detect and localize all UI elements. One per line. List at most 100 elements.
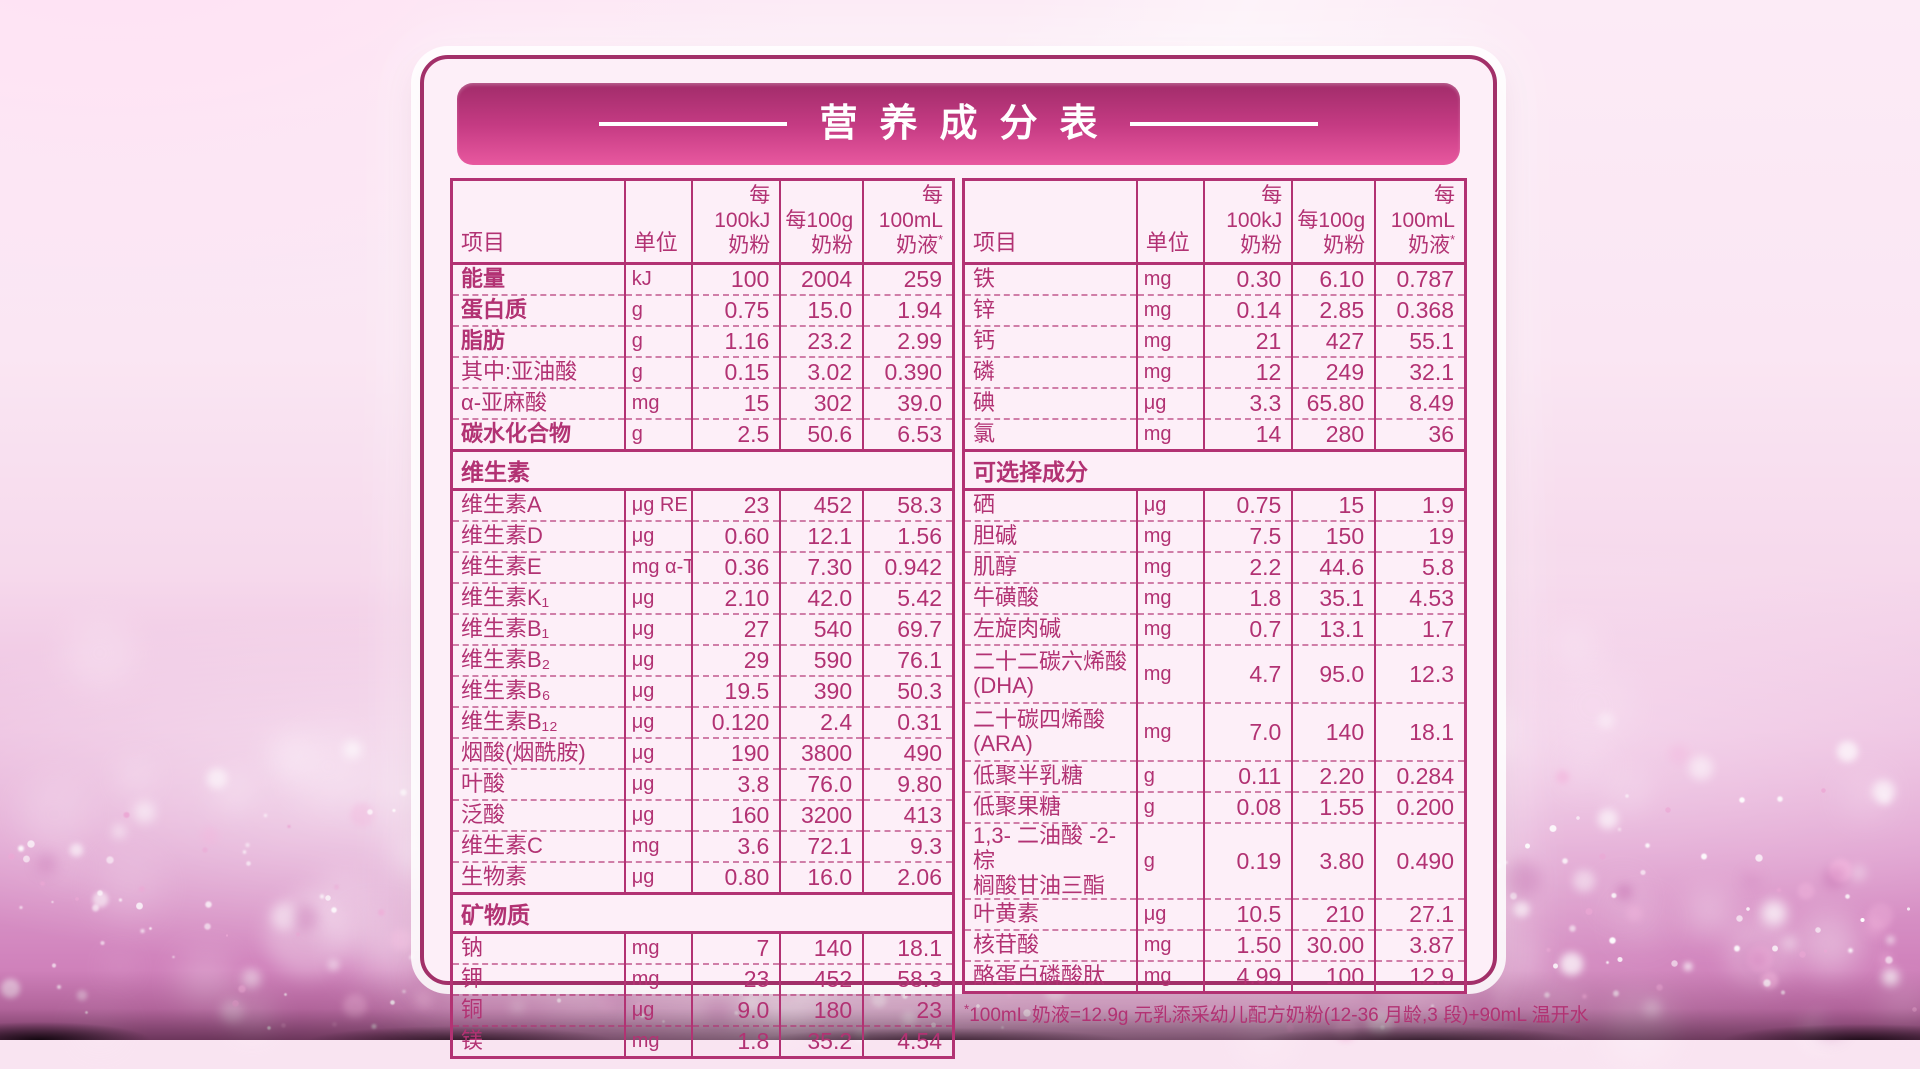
value-cell: 1.8 xyxy=(691,1026,781,1058)
unit-cell: mg xyxy=(1135,295,1205,327)
value-cell: 15 xyxy=(691,388,781,420)
value-cell: 58.3 xyxy=(862,964,954,996)
value-cell: 0.19 xyxy=(1203,823,1293,900)
item-name-cell: 叶黄素 xyxy=(973,901,1040,927)
value-cell: 0.368 xyxy=(1374,295,1466,327)
item-name-cell: 蛋白质 xyxy=(461,297,528,323)
value-cell: 180 xyxy=(779,995,864,1027)
unit-cell: μg xyxy=(623,769,693,801)
unit-cell: μg xyxy=(623,862,693,894)
column-header: 项目 xyxy=(461,230,506,256)
item-name-cell: 钠 xyxy=(461,935,484,961)
table-row: 维生素B₁ μg 27 540 69.7 xyxy=(451,614,954,646)
table-row: 肌醇 mg 2.2 44.6 5.8 xyxy=(963,552,1466,584)
unit-cell: mg xyxy=(1135,703,1205,762)
tables-row: 项目 单位 每100kJ 奶粉 每100g 奶粉 每100mL 奶液* 能量 kJ 100 2004 2… xyxy=(424,178,1589,1060)
value-cell: 2.99 xyxy=(862,326,954,358)
unit-cell: μg xyxy=(623,707,693,739)
value-cell: 16.0 xyxy=(779,862,864,894)
unit-cell: mg xyxy=(1135,614,1205,646)
table-row: 泛酸 μg 160 3200 413 xyxy=(451,800,954,832)
value-cell: 76.0 xyxy=(779,769,864,801)
item-name-cell: 其中:亚油酸 xyxy=(461,359,578,385)
section-header-cell: 可选择成分 xyxy=(973,459,1088,486)
value-cell: 190 xyxy=(691,738,781,770)
table-row: 能量 kJ 100 2004 259 xyxy=(452,263,954,296)
value-cell: 35.1 xyxy=(1291,583,1376,615)
table-row: 其中:亚油酸 g 0.15 3.02 0.390 xyxy=(451,357,954,389)
item-name-cell: 碘 xyxy=(973,390,996,416)
unit-cell: μg xyxy=(623,676,693,708)
unit-cell: kJ xyxy=(623,263,693,296)
item-name-cell: 二十二碳六烯酸 (DHA) xyxy=(973,648,1128,699)
value-cell: 0.390 xyxy=(862,357,954,389)
value-cell: 72.1 xyxy=(779,831,864,863)
value-cell: 12.3 xyxy=(1374,645,1466,704)
value-cell: 1.55 xyxy=(1291,792,1376,824)
value-cell: 0.942 xyxy=(862,552,954,584)
value-cell: 590 xyxy=(779,645,864,677)
table-row: 叶酸 μg 3.8 76.0 9.80 xyxy=(451,769,954,801)
table-row: 锌 mg 0.14 2.85 0.368 xyxy=(963,295,1466,327)
value-cell: 9.80 xyxy=(862,769,954,801)
item-name-cell: 二十碳四烯酸 (ARA) xyxy=(973,706,1106,757)
value-cell: 44.6 xyxy=(1291,552,1376,584)
value-cell: 452 xyxy=(779,964,864,996)
item-name-cell: 铁 xyxy=(973,266,996,292)
unit-cell: μg xyxy=(623,521,693,553)
value-cell: 0.60 xyxy=(691,521,781,553)
value-cell: 7.0 xyxy=(1203,703,1293,762)
table-row: 维生素E mg α-TE0.367.300.942 xyxy=(451,552,954,584)
value-cell: 100 xyxy=(1291,961,1376,993)
value-cell: 9.0 xyxy=(691,995,781,1027)
value-cell: 140 xyxy=(779,932,864,965)
value-cell: 5.8 xyxy=(1374,552,1466,584)
table-row: 低聚半乳糖 g 0.11 2.20 0.284 xyxy=(963,761,1466,793)
item-name-cell: 烟酸(烟酰胺) xyxy=(461,740,586,766)
unit-cell: mg α-TE xyxy=(623,552,693,584)
table-row: 氯 mg 14 280 36 xyxy=(963,419,1466,451)
value-cell: 4.53 xyxy=(1374,583,1466,615)
table-row: 烟酸(烟酰胺) μg 190 3800 490 xyxy=(451,738,954,770)
value-cell: 21 xyxy=(1203,326,1293,358)
unit-cell: μg xyxy=(623,583,693,615)
table-row: 维生素C mg 3.6 72.1 9.3 xyxy=(451,831,954,863)
value-cell: 19 xyxy=(1374,521,1466,553)
table-row: 铜 μg 9.0 180 23 xyxy=(451,995,954,1027)
table-row: 维生素B₆ μg 19.5 390 50.3 xyxy=(451,676,954,708)
table-row: 叶黄素 μg 10.5 210 27.1 xyxy=(963,899,1466,931)
table-row: 牛磺酸 mg 1.8 35.1 4.53 xyxy=(963,583,1466,615)
table-row: 1,3- 二油酸 -2- 棕 榈酸甘油三酯 g 0.19 3.80 0.490 xyxy=(963,823,1466,900)
value-cell: 7.30 xyxy=(779,552,864,584)
unit-cell: μg xyxy=(1135,489,1205,522)
value-cell: 1.9 xyxy=(1374,489,1466,522)
table-row: 维生素B₁₂ μg 0.120 2.4 0.31 xyxy=(451,707,954,739)
section-header-row: 维生素 xyxy=(451,451,954,490)
unit-cell: mg xyxy=(1135,961,1205,993)
title-banner: 营养成分表 xyxy=(457,83,1460,165)
value-cell: 2.5 xyxy=(691,419,781,451)
value-cell: 390 xyxy=(779,676,864,708)
value-cell: 7.5 xyxy=(1203,521,1293,553)
value-cell: 58.3 xyxy=(862,489,954,522)
value-cell: 12.9 xyxy=(1374,961,1466,993)
value-cell: 2004 xyxy=(779,263,864,296)
left-table-column: 项目 单位 每100kJ 奶粉 每100g 奶粉 每100mL 奶液* 能量 kJ 100 2004 2… xyxy=(450,178,955,1060)
value-cell: 50.3 xyxy=(862,676,954,708)
value-cell: 15 xyxy=(1291,489,1376,522)
item-name-cell: 叶酸 xyxy=(461,771,506,797)
table-row: 低聚果糖 g 0.08 1.55 0.200 xyxy=(963,792,1466,824)
unit-cell: g xyxy=(623,326,693,358)
value-cell: 2.10 xyxy=(691,583,781,615)
right-table-column: 项目 单位 每100kJ 奶粉 每100g 奶粉 每100mL 奶液* 铁 mg 0.30 6.10 0… xyxy=(962,178,1589,1028)
footnote-text: 100mL 奶液=12.9g 元乳添采幼儿配方奶粉(12-36 月龄,3 段)+… xyxy=(969,1005,1589,1027)
value-cell: 3.80 xyxy=(1291,823,1376,900)
unit-cell: mg xyxy=(623,388,693,420)
table-row: 铁 mg 0.30 6.10 0.787 xyxy=(964,263,1466,296)
value-cell: 50.6 xyxy=(779,419,864,451)
table-row: 维生素B₂ μg 29 590 76.1 xyxy=(451,645,954,677)
table-row: 钾 mg 23 452 58.3 xyxy=(451,964,954,996)
value-cell: 3200 xyxy=(779,800,864,832)
value-cell: 1.8 xyxy=(1203,583,1293,615)
title-dash-right xyxy=(1129,122,1318,126)
